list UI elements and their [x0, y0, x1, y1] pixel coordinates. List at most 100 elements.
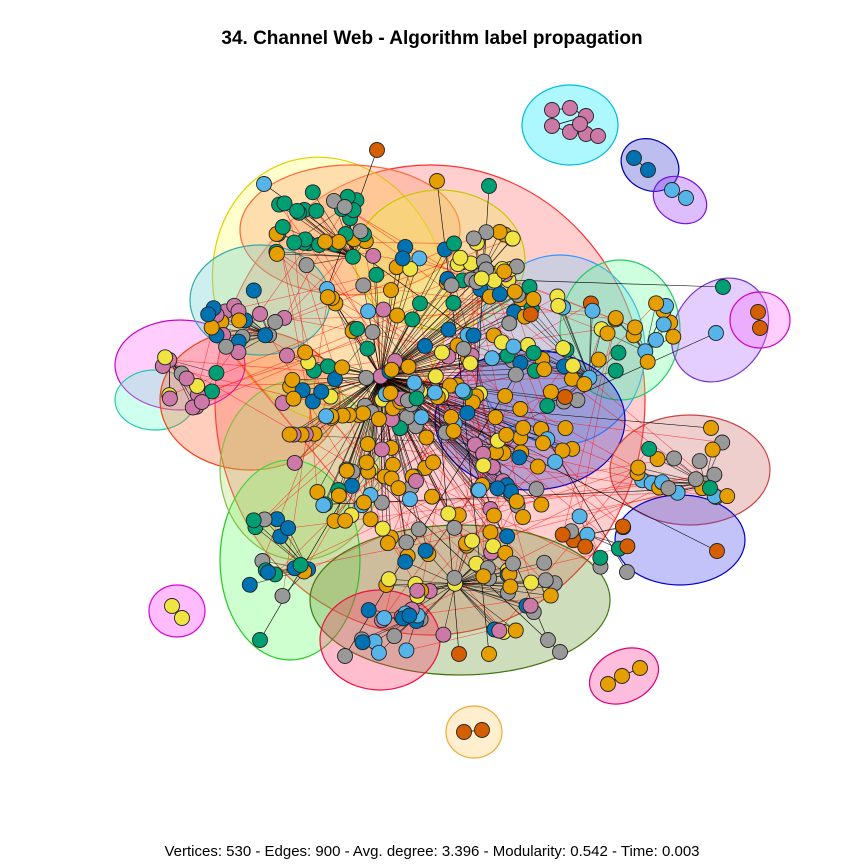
- graph-node: [355, 277, 372, 294]
- graph-node: [481, 646, 497, 662]
- graph-node: [358, 369, 375, 386]
- graph-node: [607, 362, 624, 379]
- graph-node: [481, 178, 497, 194]
- graph-node: [557, 420, 574, 437]
- graph-node: [554, 442, 571, 459]
- graph-node: [571, 508, 588, 525]
- graph-node: [528, 481, 545, 498]
- graph-node: [401, 607, 418, 624]
- graph-node: [484, 350, 500, 367]
- graph-node: [252, 306, 268, 322]
- graph-node: [452, 249, 469, 266]
- graph-node: [465, 230, 482, 247]
- graph-node: [487, 409, 504, 426]
- graph-edge: [562, 307, 590, 378]
- graph-node: [512, 401, 529, 417]
- graph-edge: [402, 486, 661, 619]
- graph-node: [702, 480, 718, 496]
- graph-node: [256, 176, 272, 192]
- community-hull: [445, 705, 503, 759]
- graph-node: [400, 358, 417, 375]
- graph-node: [533, 496, 550, 513]
- graph-node: [267, 314, 284, 330]
- graph-node: [418, 429, 435, 446]
- graph-node: [379, 535, 396, 552]
- graph-edge: [276, 253, 353, 258]
- graph-node: [297, 344, 314, 361]
- graph-node: [319, 289, 336, 306]
- graph-node: [286, 454, 303, 471]
- graph-node: [365, 247, 382, 264]
- graph-node: [708, 325, 724, 341]
- graph-node: [245, 282, 262, 299]
- graph-edge: [380, 362, 521, 377]
- graph-edge: [380, 315, 398, 377]
- graph-node: [536, 554, 553, 571]
- graph-edge: [644, 303, 657, 352]
- graph-node: [507, 366, 524, 383]
- graph-node: [279, 347, 295, 364]
- graph-node: [440, 505, 457, 522]
- graph-node: [473, 270, 490, 287]
- graph-node: [304, 184, 321, 201]
- graph-node: [564, 357, 581, 374]
- graph-node: [408, 390, 425, 407]
- graph-node: [440, 321, 457, 338]
- graph-node: [491, 286, 508, 303]
- graph-node: [446, 519, 463, 536]
- graph-node: [443, 409, 460, 425]
- graph-node: [269, 245, 285, 262]
- graph-node: [174, 610, 190, 626]
- graph-node: [554, 526, 571, 543]
- graph-node: [562, 100, 578, 116]
- graph-edge: [506, 458, 675, 486]
- graph-node: [200, 306, 217, 323]
- graph-node: [386, 628, 403, 645]
- page-title: 34. Channel Web - Algorithm label propag…: [221, 28, 643, 49]
- graph-node: [429, 173, 445, 189]
- graph-node: [496, 263, 513, 280]
- graph-node: [434, 344, 450, 361]
- graph-node: [317, 233, 334, 250]
- graph-node: [584, 302, 601, 319]
- graph-edge: [579, 318, 617, 517]
- graph-node: [390, 480, 407, 497]
- graph-node: [193, 394, 210, 410]
- graph-edge: [380, 374, 516, 377]
- graph-statistics: Vertices: 530 - Edges: 900 - Avg. degree…: [164, 843, 700, 860]
- graph-node: [334, 359, 351, 376]
- graph-node: [426, 384, 443, 401]
- graph-node: [364, 324, 381, 341]
- graph-node: [704, 441, 721, 458]
- graph-node: [257, 327, 274, 344]
- graph-edge: [316, 210, 354, 257]
- graph-node: [320, 358, 336, 375]
- graph-edge: [380, 376, 521, 438]
- graph-node: [218, 338, 235, 355]
- graph-edge: [368, 471, 561, 653]
- graph-node: [417, 338, 433, 354]
- graph-node: [455, 340, 472, 357]
- graph-edge: [508, 279, 724, 288]
- graph-node: [394, 250, 411, 267]
- graph-node: [522, 306, 539, 323]
- graph-node: [525, 291, 542, 308]
- graph-node: [462, 355, 479, 372]
- graph-node: [252, 632, 268, 648]
- graph-node: [178, 370, 195, 387]
- graph-node: [715, 279, 731, 295]
- graph-node: [544, 118, 560, 134]
- graph-node: [752, 320, 768, 336]
- graph-node: [478, 224, 495, 241]
- graph-node: [343, 477, 360, 494]
- graph-node: [404, 311, 421, 328]
- graph-node: [281, 426, 298, 443]
- graph-node: [313, 383, 330, 400]
- graph-edge: [294, 487, 703, 569]
- graph-node: [664, 182, 680, 198]
- graph-node: [655, 316, 672, 333]
- graph-node: [504, 230, 521, 247]
- graph-node: [408, 473, 424, 489]
- graph-edge: [380, 309, 384, 377]
- graph-node: [547, 453, 564, 470]
